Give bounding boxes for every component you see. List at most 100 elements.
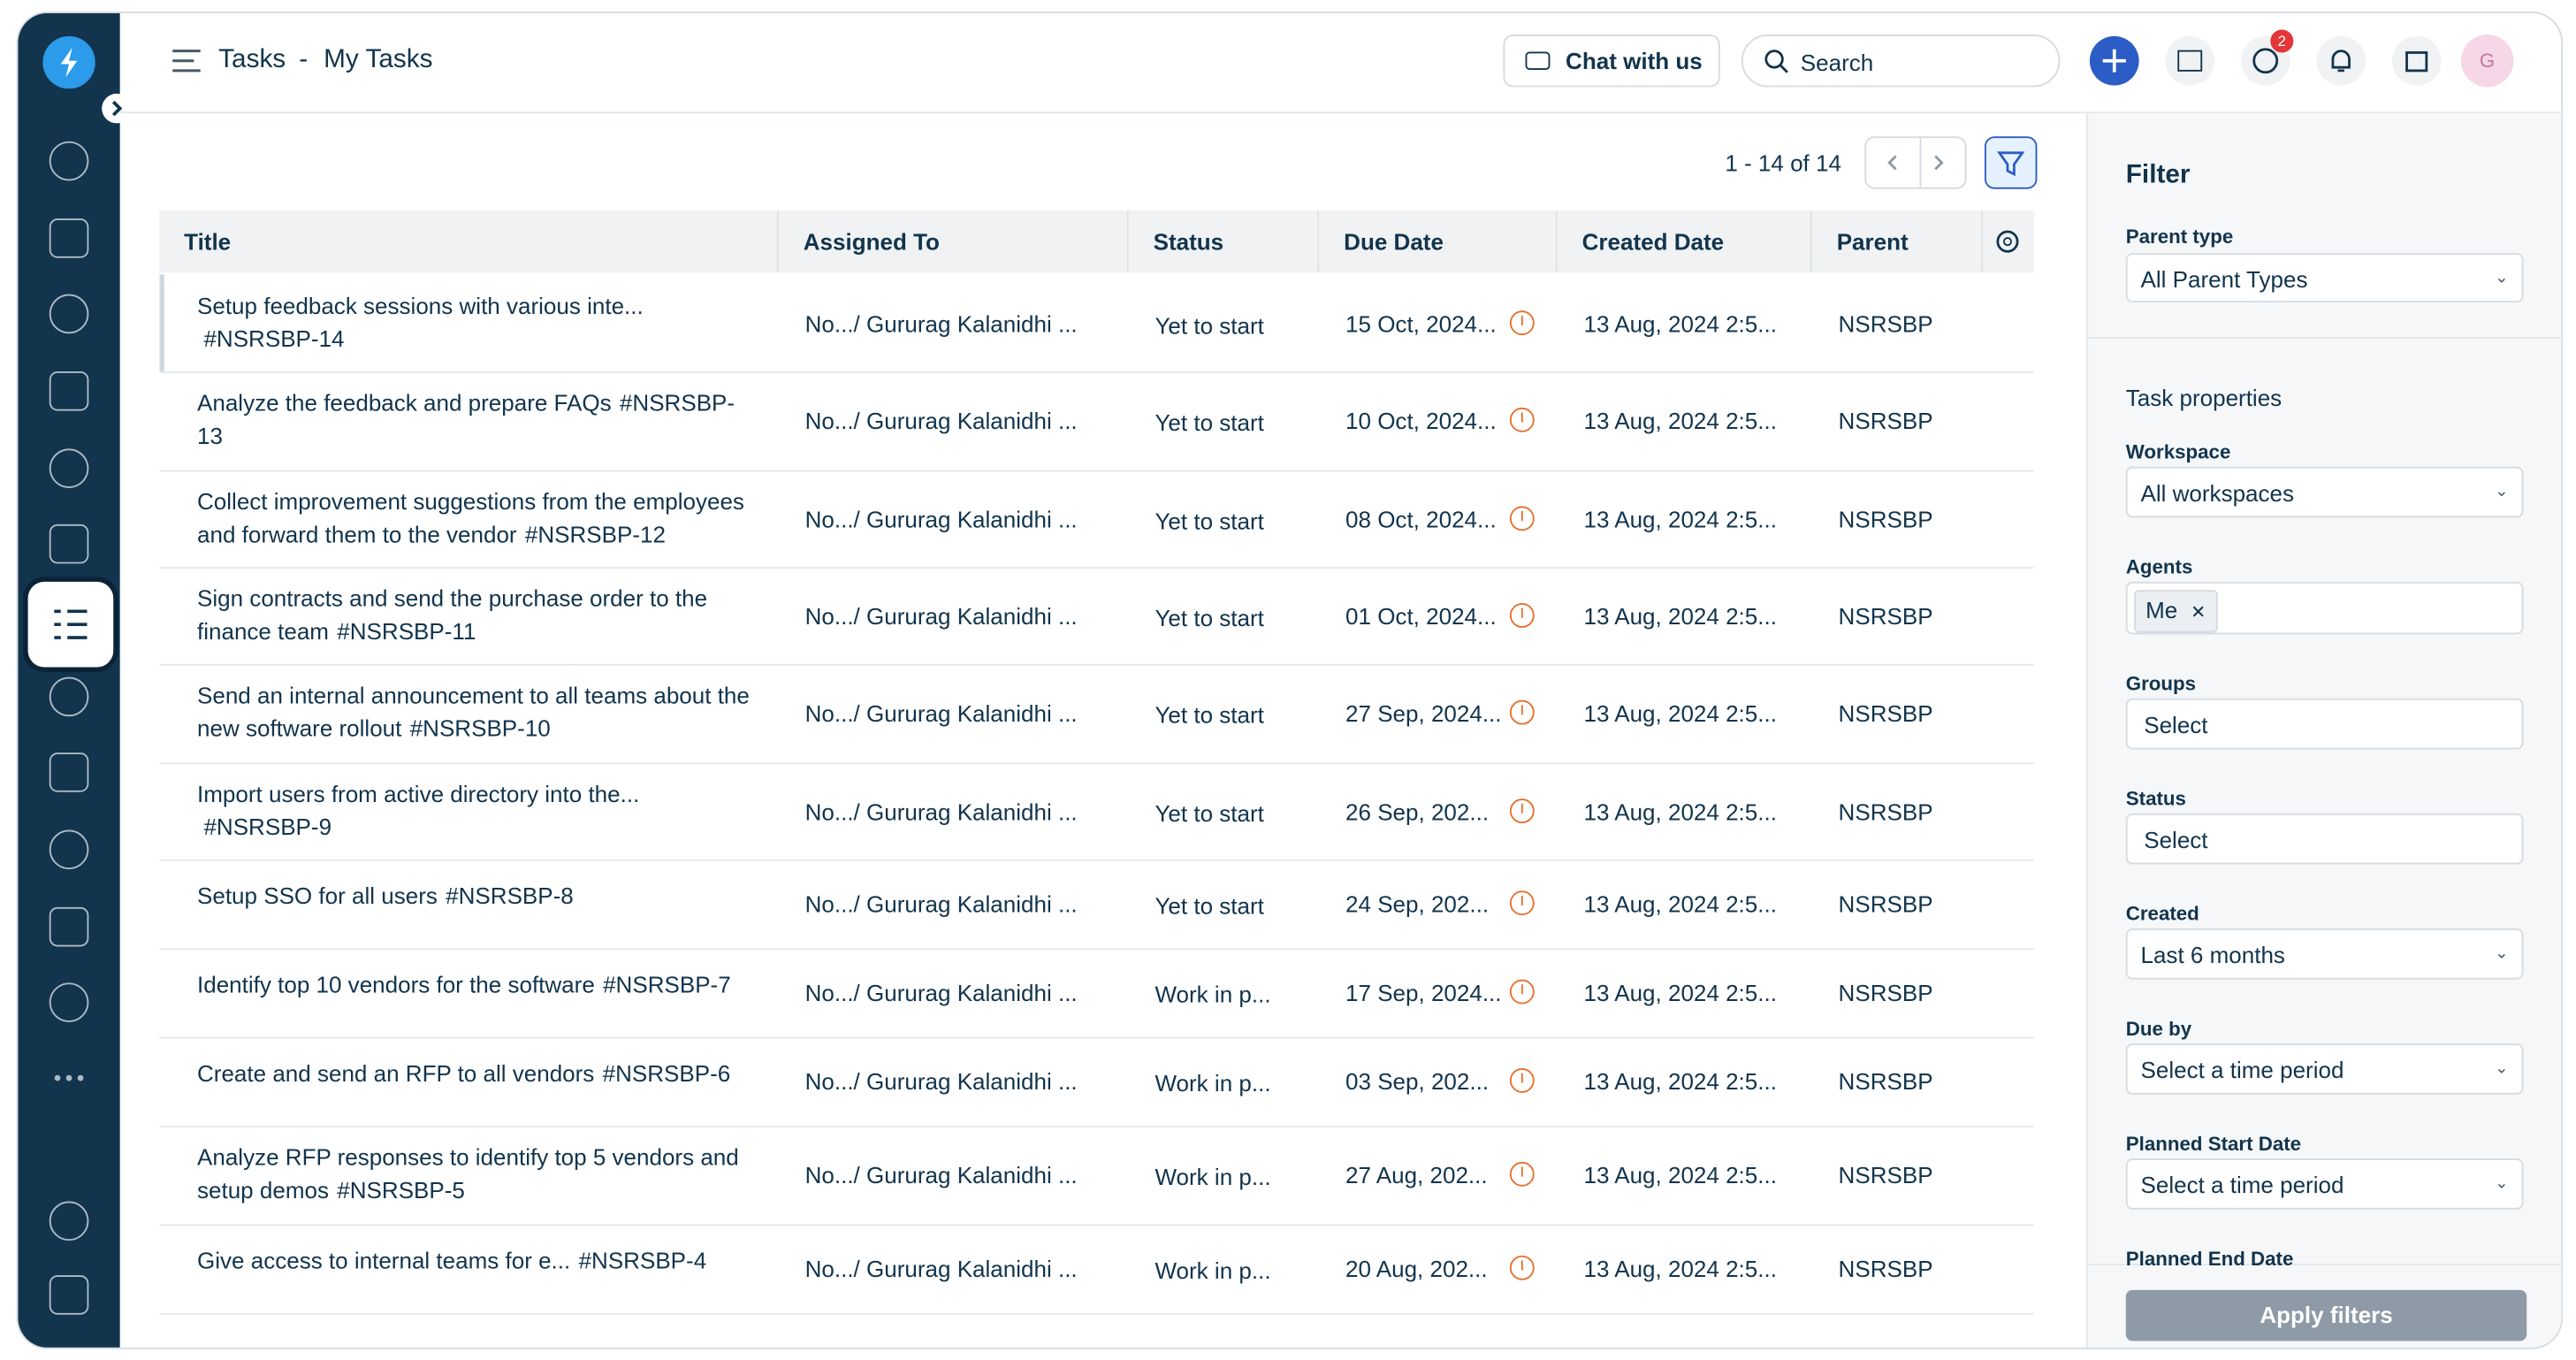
assigned-to: No.../ Gururag Kalanidhi ... <box>804 1255 1078 1282</box>
overdue-icon <box>1509 1161 1535 1187</box>
field-input[interactable]: Select a time period ⌄ <box>2125 1158 2524 1210</box>
created-date: 13 Aug, 2024 2:5... <box>1583 699 1777 727</box>
task-row[interactable]: Setup SSO for all users #NSRSBP-8 No.../ G… <box>159 860 2034 951</box>
column-header[interactable]: Title <box>159 210 779 273</box>
footer: Apply filters <box>2088 1264 2562 1348</box>
notifications-icon[interactable] <box>2314 34 2366 87</box>
assigned-to: No.../ Gururag Kalanidhi ... <box>804 407 1078 434</box>
nav-icon[interactable] <box>49 218 89 258</box>
search-placeholder: Search <box>1800 49 1874 76</box>
search-box[interactable]: Search <box>1741 34 2061 88</box>
parent: NSRSBP <box>1838 979 1933 1006</box>
due-date: 10 Oct, 2024... <box>1345 407 1497 434</box>
agent-chip[interactable]: Me ✕ <box>2134 590 2218 633</box>
chip-remove[interactable]: ✕ <box>2191 603 2206 623</box>
task-row[interactable]: Create and send an RFP to all vendors #NS… <box>159 1037 2034 1127</box>
nav-icon[interactable] <box>49 448 89 488</box>
task-row[interactable]: Setup feedback sessions with various int… <box>159 274 2034 373</box>
task-row[interactable]: Import users from active directory into … <box>159 762 2034 861</box>
task-row[interactable]: Identify top 10 vendors for the software… <box>159 948 2034 1039</box>
nav-icon[interactable] <box>49 829 89 870</box>
field-label: Planned Start Date <box>2125 1132 2302 1156</box>
apply-button[interactable]: Apply filters <box>2125 1289 2527 1341</box>
task-id: #NSRSBP-12 <box>524 520 666 546</box>
task-title[interactable]: Collect improvement suggestions from the… <box>197 486 756 550</box>
settings-cell[interactable] <box>1983 210 2034 273</box>
nav-icon[interactable] <box>49 371 89 411</box>
add-button[interactable] <box>2088 34 2140 87</box>
menu-icon[interactable] <box>172 50 202 73</box>
column-header[interactable]: Status <box>1128 210 1320 273</box>
column-header[interactable]: Assigned To <box>778 210 1129 273</box>
task-row[interactable]: Analyze the feedback and prepare FAQs #NS… <box>159 371 2034 472</box>
column-header[interactable]: Parent <box>1811 210 1984 273</box>
field-input[interactable]: Select <box>2125 813 2524 865</box>
field-input[interactable]: Select a time period ⌄ <box>2125 1043 2524 1095</box>
store-icon[interactable] <box>2390 34 2443 87</box>
task-title[interactable]: Setup feedback sessions with various int… <box>197 291 756 355</box>
parent: NSRSBP <box>1838 1161 1933 1188</box>
nav-tasks-active[interactable] <box>27 581 114 668</box>
task-title[interactable]: Create and send an RFP to all vendors #NS… <box>197 1058 756 1090</box>
column-header[interactable]: Created Date <box>1557 210 1812 273</box>
task-row-partial <box>159 1313 2033 1346</box>
parent-type-label: Parent type <box>2125 225 2234 248</box>
task-id: #NSRSBP-8 <box>446 882 574 909</box>
task-title[interactable]: Import users from active directory into … <box>197 779 756 843</box>
created-date: 13 Aug, 2024 2:5... <box>1583 1067 1777 1095</box>
nav-icon[interactable] <box>49 141 89 181</box>
task-id: #NSRSBP-10 <box>409 714 551 741</box>
task-title[interactable]: Sign contracts and send the purchase ord… <box>197 584 756 647</box>
chat-button[interactable]: Chat with us <box>1503 34 1720 88</box>
overdue-icon <box>1509 798 1535 823</box>
due-date: 27 Sep, 2024... <box>1345 699 1502 727</box>
field-input[interactable]: Me ✕ <box>2125 581 2524 635</box>
title-text: Sign contracts and send the purchase ord… <box>197 584 708 644</box>
task-row[interactable]: Send an internal announcement to all tea… <box>159 664 2034 765</box>
field-input[interactable]: Select <box>2125 698 2524 750</box>
nav-icon[interactable] <box>49 1275 89 1315</box>
field-label: Agents <box>2125 555 2193 579</box>
pager[interactable] <box>1864 136 1967 189</box>
expand-toggle[interactable] <box>100 92 133 125</box>
task-title[interactable]: Give access to internal teams for e... #N… <box>197 1246 756 1278</box>
due-date: 24 Sep, 202... <box>1345 890 1490 917</box>
task-row[interactable]: Give access to internal teams for e... #N… <box>159 1225 2034 1315</box>
title-text: Setup SSO for all users <box>197 882 438 909</box>
status: Work in p... <box>1155 1257 1271 1284</box>
filter-panel: Filter Parent type All Parent Types ⌄ Tas… <box>2086 113 2562 1348</box>
nav-icon[interactable] <box>49 676 89 717</box>
overdue-icon <box>1509 699 1535 725</box>
task-title[interactable]: Setup SSO for all users #NSRSBP-8 <box>197 881 756 913</box>
nav-icon[interactable] <box>49 523 89 564</box>
field-input[interactable]: Last 6 months ⌄ <box>2125 928 2524 980</box>
nav-icon[interactable] <box>49 982 89 1022</box>
assigned-to: No.../ Gururag Kalanidhi ... <box>804 979 1078 1006</box>
page-title: My Tasks <box>324 46 433 74</box>
field-input[interactable]: All workspaces ⌄ <box>2125 466 2524 518</box>
parent-type-select[interactable]: All Parent Types ⌄ <box>2125 253 2524 302</box>
task-title[interactable]: Analyze RFP responses to identify top 5 … <box>197 1142 756 1206</box>
title-text: Collect improvement suggestions from the… <box>197 487 744 546</box>
pagination-count: 1 - 14 of 14 <box>1725 149 1841 176</box>
catalog-icon[interactable] <box>2164 34 2216 87</box>
title-text: Identify top 10 vendors for the software <box>197 971 595 998</box>
filter-toggle[interactable] <box>1984 136 2038 189</box>
status: Work in p... <box>1155 981 1271 1008</box>
divider <box>2088 336 2562 339</box>
nav-icon[interactable] <box>49 1201 89 1242</box>
task-row[interactable]: Collect improvement suggestions from the… <box>159 470 2034 569</box>
column-header[interactable]: Due Date <box>1319 210 1558 273</box>
nav-icon[interactable] <box>49 294 89 334</box>
task-title[interactable]: Analyze the feedback and prepare FAQs #NS… <box>197 388 756 452</box>
nav-icon[interactable] <box>49 753 89 792</box>
nav-icon[interactable] <box>49 906 89 947</box>
task-title[interactable]: Send an internal announcement to all tea… <box>197 680 756 744</box>
field-label: Created <box>2125 902 2199 926</box>
task-row[interactable]: Sign contracts and send the purchase ord… <box>159 567 2034 666</box>
task-row[interactable]: Analyze RFP responses to identify top 5 … <box>159 1126 2034 1226</box>
task-title[interactable]: Identify top 10 vendors for the software… <box>197 969 756 1001</box>
field-label: Groups <box>2125 672 2197 696</box>
nav-icon[interactable] <box>50 1058 89 1098</box>
avatar[interactable]: G <box>2460 34 2514 88</box>
